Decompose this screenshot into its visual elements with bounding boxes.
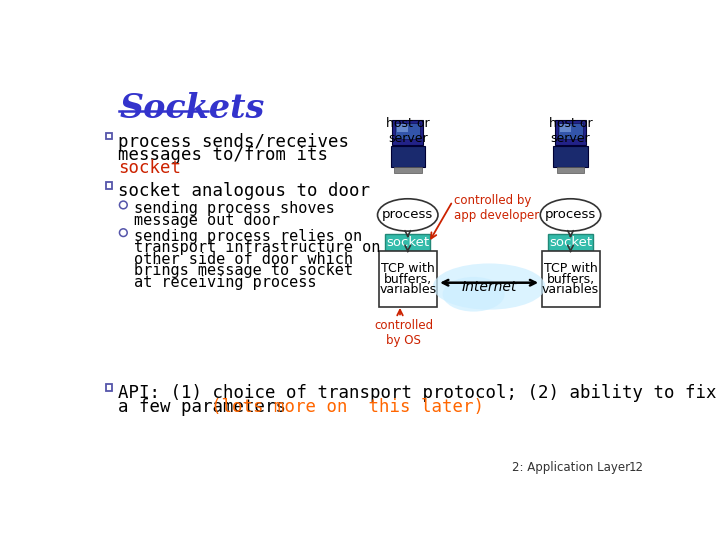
Bar [379, 251, 437, 307]
Bar [395, 123, 420, 139]
Text: controlled
by OS: controlled by OS [374, 319, 433, 347]
Text: 12: 12 [629, 462, 644, 475]
Text: socket: socket [549, 236, 592, 249]
Text: sending process relies on: sending process relies on [134, 229, 362, 244]
Text: process: process [382, 208, 433, 221]
Ellipse shape [540, 199, 600, 231]
Text: Sockets: Sockets [120, 92, 265, 125]
Bar [391, 146, 425, 167]
Text: controlled by
app developer: controlled by app developer [454, 194, 539, 222]
Text: socket analogous to door: socket analogous to door [118, 182, 370, 200]
Bar [557, 167, 585, 173]
Text: TCP with: TCP with [381, 262, 435, 275]
Bar [385, 234, 431, 251]
Text: API: (1) choice of transport protocol; (2) ability to fix: API: (1) choice of transport protocol; (… [118, 384, 716, 402]
Bar [106, 182, 112, 189]
Text: brings message to socket: brings message to socket [134, 264, 354, 279]
Bar [542, 251, 600, 307]
Bar [106, 384, 112, 391]
Text: message out door: message out door [134, 213, 280, 228]
Ellipse shape [443, 277, 505, 312]
Bar [554, 146, 588, 167]
Text: other side of door which: other side of door which [134, 252, 354, 267]
Text: transport infrastructure on: transport infrastructure on [134, 240, 381, 255]
Bar [555, 120, 586, 145]
Text: process: process [545, 208, 596, 221]
Text: a few parameters: a few parameters [118, 398, 297, 416]
Ellipse shape [433, 264, 545, 309]
Text: host or
server: host or server [549, 117, 593, 145]
Text: process sends/receives: process sends/receives [118, 132, 349, 151]
Text: buffers,: buffers, [384, 273, 432, 286]
Bar [397, 124, 408, 132]
Bar [548, 234, 593, 251]
Text: sending process shoves: sending process shoves [134, 201, 335, 216]
Text: Internet: Internet [462, 280, 517, 294]
Text: messages to/from its: messages to/from its [118, 146, 328, 164]
Ellipse shape [377, 199, 438, 231]
Bar [392, 120, 423, 145]
Text: socket: socket [118, 159, 181, 177]
Bar [106, 132, 112, 139]
Text: TCP with: TCP with [544, 262, 598, 275]
Text: buffers,: buffers, [546, 273, 595, 286]
Bar [559, 124, 570, 132]
Bar [558, 123, 583, 139]
Bar [394, 167, 422, 173]
Text: at receiving process: at receiving process [134, 275, 317, 290]
Text: (lots more on  this later): (lots more on this later) [211, 398, 484, 416]
Text: 2: Application Layer: 2: Application Layer [513, 462, 631, 475]
Text: socket: socket [386, 236, 429, 249]
Text: variables: variables [379, 284, 436, 296]
Text: host or
server: host or server [386, 117, 430, 145]
Text: variables: variables [542, 284, 599, 296]
